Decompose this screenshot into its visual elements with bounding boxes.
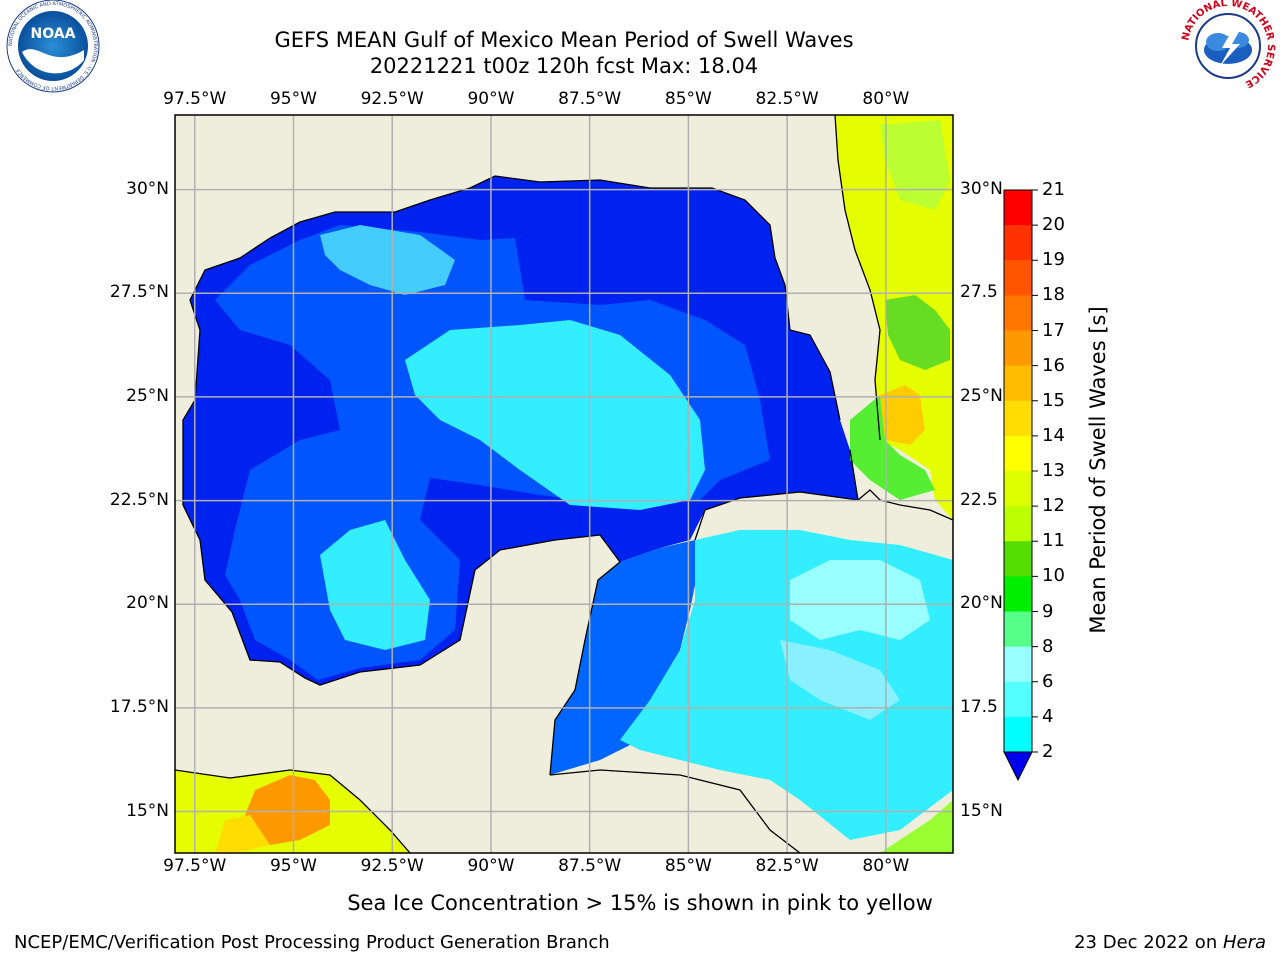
lon-tick-top: 92.5°W: [360, 89, 424, 109]
colorbar-swatch: [1004, 541, 1032, 577]
lat-tick-left: 17.5°N: [109, 696, 169, 717]
lat-tick-right: 20°N: [960, 593, 1003, 614]
credit-text: NCEP/EMC/Verification Post Processing Pr…: [14, 932, 610, 953]
lon-tick-top: 87.5°W: [558, 89, 622, 109]
gulf-water-cyan: [405, 320, 705, 510]
gulf-water-cyan-2: [320, 520, 430, 650]
colorbar-swatch: [1004, 506, 1032, 542]
colorbar-label: 10: [1042, 565, 1065, 587]
lon-tick-bottom: 97.5°W: [163, 856, 227, 876]
colorbar-label: 15: [1042, 389, 1065, 411]
date-stamp: 23 Dec 2022 on Hera: [1074, 932, 1266, 953]
lon-tick-top: 90°W: [467, 89, 515, 109]
lon-tick-bottom: 87.5°W: [558, 856, 622, 876]
colorbar-label: 16: [1042, 354, 1065, 376]
machine-name: Hera: [1222, 932, 1266, 953]
colorbar-label: 2: [1042, 741, 1054, 762]
colorbar-swatch: [1004, 681, 1032, 718]
noaa-logo-text: NOAA: [31, 26, 76, 42]
colorbar-swatch: [1004, 471, 1032, 507]
colorbar-swatch: [1004, 225, 1032, 261]
colorbar-label: 6: [1042, 670, 1054, 692]
colorbar-swatch: [1004, 576, 1032, 612]
colorbar-label: 11: [1042, 530, 1065, 552]
lon-tick-bottom: 80°W: [862, 856, 910, 876]
lat-tick-left: 30°N: [126, 178, 169, 199]
colorbar-swatch: [1004, 400, 1032, 437]
colorbar-swatch: [1004, 190, 1032, 226]
colorbar-swatch: [1004, 330, 1032, 367]
colorbar-label: 13: [1042, 460, 1065, 481]
lat-tick-left: 25°N: [126, 385, 169, 406]
lat-tick-right: 15°N: [960, 800, 1003, 821]
pacific-water-yellow-2: [215, 815, 270, 853]
lat-tick-right: 17.5: [960, 696, 998, 717]
colorbar-swatch: [1004, 295, 1032, 331]
lon-tick-bottom: 82.5°W: [755, 856, 819, 876]
atlantic-water-lime: [880, 120, 950, 210]
colorbar-label: 8: [1042, 635, 1054, 657]
lat-tick-left: 20°N: [126, 593, 169, 614]
colorbar-swatch: [1004, 260, 1032, 296]
caribbean-water-light: [790, 560, 930, 640]
gulf-water-light: [320, 225, 455, 295]
lat-tick-right: 25°N: [960, 385, 1003, 406]
lon-tick-top: 85°W: [664, 89, 712, 109]
colorbar-swatch: [1004, 611, 1032, 648]
colorbar-title: Mean Period of Swell Waves [s]: [1086, 306, 1110, 634]
graticule: [175, 115, 953, 853]
colorbar-label: 19: [1042, 249, 1065, 271]
lat-tick-left: 15°N: [126, 800, 169, 821]
map-subtitle: 20221221 t00z 120h fcst Max: 18.04: [369, 54, 759, 78]
colorbar-label: 17: [1042, 319, 1065, 341]
colorbar-swatch: [1004, 365, 1032, 402]
lat-tick-left: 22.5°N: [109, 489, 169, 510]
map-frame: [174, 114, 954, 854]
colorbar-label: 9: [1042, 600, 1054, 622]
map-area: [175, 115, 953, 853]
lon-tick-bottom: 90°W: [467, 856, 515, 876]
date-text: 23 Dec 2022 on: [1074, 932, 1223, 953]
colorbar: [1003, 189, 1038, 782]
caribbean-water-mid: [550, 540, 700, 775]
colorbar-label: 4: [1042, 705, 1054, 727]
atlantic-water-orange: [880, 385, 925, 445]
pacific-water-southeast: [880, 800, 953, 853]
lon-tick-bottom: 92.5°W: [360, 856, 424, 876]
caribbean-water-pale: [780, 640, 900, 720]
noaa-logo-icon: NOAA NATIONAL OCEANIC AND ATMOSPHERIC AD…: [6, 0, 100, 93]
lat-tick-right: 30°N: [960, 178, 1003, 199]
lat-tick-left: 27.5°N: [109, 282, 169, 303]
colorbar-swatch: [1004, 716, 1032, 753]
sea-ice-note: Sea Ice Concentration > 15% is shown in …: [347, 891, 933, 915]
colorbar-label: 12: [1042, 495, 1065, 517]
lon-tick-bottom: 95°W: [269, 856, 317, 876]
lon-tick-bottom: 85°W: [664, 856, 712, 876]
lon-tick-top: 82.5°W: [755, 89, 819, 109]
map-title: GEFS MEAN Gulf of Mexico Mean Period of …: [274, 28, 854, 52]
colorbar-label: 14: [1042, 424, 1065, 446]
lon-tick-top: 97.5°W: [163, 89, 227, 109]
colorbar-under-extension: [1003, 751, 1033, 782]
colorbar-swatch: [1004, 646, 1032, 683]
lat-tick-right: 22.5: [960, 489, 998, 510]
colorbar-swatch: [1004, 435, 1032, 472]
lat-tick-right: 27.5: [960, 282, 998, 303]
nws-logo-icon: NATIONAL WEATHER SERVICE: [1180, 0, 1276, 92]
atlantic-water-green: [885, 295, 950, 370]
lon-tick-top: 95°W: [269, 89, 317, 109]
lon-tick-top: 80°W: [862, 89, 910, 109]
colorbar-label: 20: [1042, 214, 1065, 236]
colorbar-label: 21: [1042, 179, 1065, 200]
atlantic-water-green-2: [850, 395, 935, 500]
colorbar-label: 18: [1042, 284, 1065, 306]
pacific-water-orange: [240, 775, 330, 845]
